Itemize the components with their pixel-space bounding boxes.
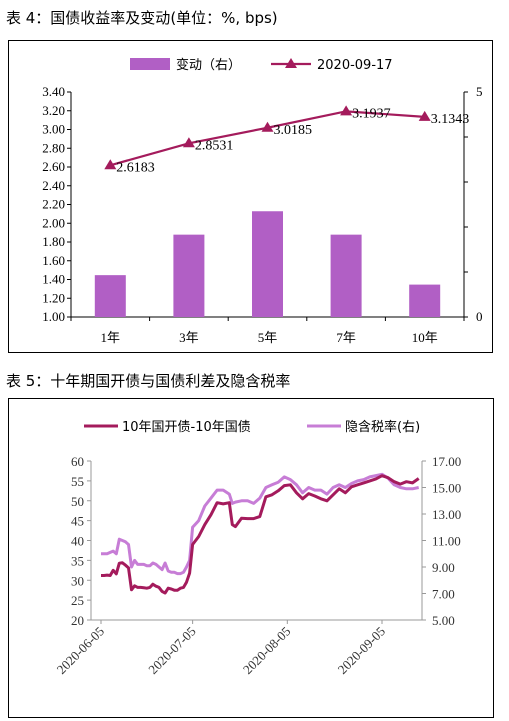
line-marker	[418, 110, 431, 121]
right-y-tick-label: 5	[476, 84, 483, 99]
yield-chart-panel: 1.00 1.20 1.40 1.60 1.80 2.00 2.20 2.40 2.60 2.80…	[8, 40, 493, 353]
table4-caption: 表 4：国债收益率及变动(单位：%, bps)	[6, 9, 278, 27]
table5-caption: 表 5：十年期国开债与国债利差及隐含税率	[6, 372, 291, 390]
x-tick-label: 2020-09-05	[335, 624, 389, 678]
data-label: 2.8531	[195, 138, 234, 153]
yield-chart: 1.00 1.20 1.40 1.60 1.80 2.00 2.20 2.40 2.60 2.80…	[42, 57, 483, 345]
right-y-tick-label: 9.00	[432, 560, 455, 575]
left-y-tick-label: 35	[71, 553, 84, 568]
x-tick-label: 2020-06-05	[54, 624, 108, 678]
left-y-tick-label: 2.40	[42, 178, 65, 193]
spread-chart: 20 25 30 35 40 45 50 55 60 5.00 7.00 9.00 11.00 13.00…	[54, 419, 462, 678]
left-y-tick-label: 1.40	[42, 272, 65, 287]
left-y-tick-label: 25	[71, 593, 84, 608]
legend-line-label: 2020-09-17	[317, 58, 393, 73]
legend-line-marker	[285, 58, 297, 68]
legend-spread-label: 10年国开债-10年国债	[122, 420, 251, 435]
left-y-tick-label: 30	[71, 573, 84, 588]
left-y-tick-label: 1.60	[42, 253, 65, 268]
legend-bar-swatch	[130, 58, 170, 70]
x-tick-label: 10年	[412, 330, 438, 345]
bar-change	[330, 234, 362, 317]
data-label: 2.6183	[116, 160, 155, 175]
right-y-tick-label: 7.00	[432, 587, 455, 602]
line-marker	[340, 105, 353, 116]
bar-change	[252, 211, 283, 317]
legend-bar-label: 变动（右）	[176, 57, 241, 73]
left-y-tick-label: 3.20	[42, 103, 65, 118]
left-y-tick-label: 45	[71, 514, 84, 529]
left-y-tick-label: 2.80	[42, 140, 65, 155]
data-label: 3.1937	[352, 106, 391, 121]
x-tick-label: 7年	[336, 330, 356, 345]
left-y-tick-label: 20	[71, 613, 84, 628]
left-y-tick-label: 1.00	[42, 309, 65, 324]
right-y-tick-label: 0	[476, 309, 483, 324]
left-y-tick-label: 40	[71, 534, 84, 549]
x-tick-label: 2020-08-05	[240, 624, 294, 678]
legend-tax-label: 隐含税率(右)	[345, 419, 420, 435]
left-y-tick-label: 2.60	[42, 159, 65, 174]
right-y-tick-label: 5.00	[432, 613, 455, 628]
line-marker	[261, 121, 274, 132]
right-y-tick-label: 11.00	[432, 534, 461, 549]
bar-change	[94, 275, 126, 317]
x-tick-label: 1年	[101, 330, 121, 345]
left-y-tick-label: 3.40	[42, 84, 65, 99]
left-y-tick-label: 2.20	[42, 197, 65, 212]
right-y-tick-label: 17.00	[432, 454, 461, 469]
bar-change	[173, 234, 205, 317]
left-y-tick-label: 1.20	[42, 290, 65, 305]
right-y-tick-label: 13.00	[432, 507, 461, 522]
bar-change	[409, 284, 441, 317]
left-y-tick-label: 1.80	[42, 234, 65, 249]
line-marker	[104, 159, 117, 170]
line-cdb-treasury-spread	[101, 474, 420, 595]
left-y-tick-label: 3.00	[42, 122, 65, 137]
x-tick-label: 2020-07-05	[145, 624, 199, 678]
x-tick-label: 3年	[179, 330, 199, 345]
data-label: 3.0185	[274, 123, 313, 138]
x-tick-label: 5年	[258, 330, 278, 345]
left-y-tick-label: 50	[71, 494, 84, 509]
left-y-tick-label: 60	[71, 454, 84, 469]
line-marker	[182, 137, 195, 148]
spread-chart-panel: 20 25 30 35 40 45 50 55 60 5.00 7.00 9.00 11.00 13.00…	[8, 398, 494, 718]
left-y-tick-label: 2.00	[42, 215, 65, 230]
line-implied-tax-rate	[101, 472, 420, 576]
left-y-tick-label: 55	[71, 474, 84, 489]
data-label: 3.1343	[431, 112, 470, 127]
right-y-tick-label: 15.00	[432, 481, 461, 496]
